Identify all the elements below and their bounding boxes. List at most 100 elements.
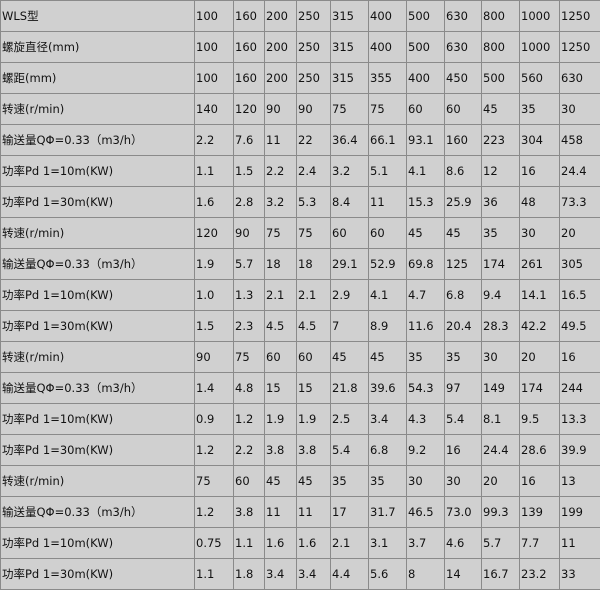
table-cell: 244	[559, 372, 600, 404]
table-cell: 3.1	[368, 527, 407, 559]
table-row: 输送量QΦ=0.33（m3/h） 1.2 3.8 11 11 17 31.7 46.5 73.0…	[0, 496, 600, 528]
table-cell: 11	[264, 496, 297, 528]
table-cell: 1.9	[194, 248, 234, 280]
table-cell: 1.8	[233, 558, 265, 590]
table-cell: 355	[368, 62, 407, 94]
table-cell: 7.7	[519, 527, 560, 559]
table-cell: 45	[406, 217, 445, 249]
table-cell: 1.2	[194, 496, 234, 528]
table-cell: 21.8	[330, 372, 369, 404]
table-cell: 1250	[559, 0, 600, 32]
table-cell: 1.5	[194, 310, 234, 342]
table-cell: 2.1	[296, 279, 331, 311]
table-row: 转速(r/min) 75 60 45 45 35 35 30 30 20 16 13	[0, 465, 600, 497]
table-cell: 24.4	[559, 155, 600, 187]
table-cell: 60	[330, 217, 369, 249]
table-cell: 5.7	[481, 527, 520, 559]
table-cell: 16	[519, 465, 560, 497]
table-cell: 8.9	[368, 310, 407, 342]
table-cell: 75	[264, 217, 297, 249]
table-cell: 139	[519, 496, 560, 528]
table-cell: 4.7	[406, 279, 445, 311]
table-cell: 46.5	[406, 496, 445, 528]
table-cell: 16	[559, 341, 600, 373]
table-cell: 45	[264, 465, 297, 497]
table-cell: 35	[368, 465, 407, 497]
table-cell: 500	[406, 31, 445, 63]
table-cell: 11	[559, 527, 600, 559]
table-cell: 1.1	[194, 558, 234, 590]
row-label: 转速(r/min)	[0, 465, 195, 497]
table-cell: 75	[296, 217, 331, 249]
table-cell: 60	[444, 93, 482, 125]
table-cell: 160	[444, 124, 482, 156]
table-cell: 560	[519, 62, 560, 94]
table-cell: 35	[406, 341, 445, 373]
table-cell: 39.6	[368, 372, 407, 404]
table-cell: 458	[559, 124, 600, 156]
table-cell: 223	[481, 124, 520, 156]
table-cell: 20	[519, 341, 560, 373]
table-cell: 500	[406, 0, 445, 32]
table-cell: 20	[481, 465, 520, 497]
row-label: 输送量QΦ=0.33（m3/h）	[0, 124, 195, 156]
table-cell: 16	[444, 434, 482, 466]
table-row: 功率Pd 1=10m(KW) 1.1 1.5 2.2 2.4 3.2 5.1 4.1 8.6 12…	[0, 155, 600, 187]
table-cell: 11	[264, 124, 297, 156]
table-cell: 15.3	[406, 186, 445, 218]
table-cell: 20	[559, 217, 600, 249]
table-cell: 35	[519, 93, 560, 125]
table-cell: 174	[519, 372, 560, 404]
table-cell: 30	[481, 341, 520, 373]
table-cell: 15	[296, 372, 331, 404]
table-cell: 75	[368, 93, 407, 125]
table-cell: 13.3	[559, 403, 600, 435]
table-cell: 1.9	[296, 403, 331, 435]
table-cell: 2.2	[194, 124, 234, 156]
table-cell: 630	[559, 62, 600, 94]
table-cell: 4.4	[330, 558, 369, 590]
row-label: 功率Pd 1=10m(KW)	[0, 527, 195, 559]
table-cell: 315	[330, 62, 369, 94]
table-cell: 90	[194, 341, 234, 373]
table-cell: 149	[481, 372, 520, 404]
table-cell: 1000	[519, 31, 560, 63]
table-cell: 100	[194, 0, 234, 32]
table-cell: 60	[233, 465, 265, 497]
table-cell: 4.5	[264, 310, 297, 342]
table-cell: 73.3	[559, 186, 600, 218]
table-cell: 9.4	[481, 279, 520, 311]
table-cell: 400	[368, 0, 407, 32]
row-label: 螺距(mm)	[0, 62, 195, 94]
table-cell: 35	[444, 341, 482, 373]
table-cell: 7.6	[233, 124, 265, 156]
row-label: 功率Pd 1=10m(KW)	[0, 403, 195, 435]
table-cell: 35	[330, 465, 369, 497]
table-cell: 1.6	[264, 527, 297, 559]
table-cell: 2.1	[264, 279, 297, 311]
table-cell: 9.2	[406, 434, 445, 466]
table-cell: 199	[559, 496, 600, 528]
table-cell: 4.8	[233, 372, 265, 404]
table-row: 功率Pd 1=30m(KW) 1.1 1.8 3.4 3.4 4.4 5.6 8 14 16.7 2…	[0, 558, 600, 590]
table-cell: 35	[481, 217, 520, 249]
table-cell: 100	[194, 62, 234, 94]
table-cell: 400	[368, 31, 407, 63]
row-label: 转速(r/min)	[0, 217, 195, 249]
table-cell: 3.8	[233, 496, 265, 528]
table-cell: 20.4	[444, 310, 482, 342]
table-row: 功率Pd 1=10m(KW) 0.9 1.2 1.9 1.9 2.5 3.4 4.3 5.4 8.…	[0, 403, 600, 435]
row-label: 功率Pd 1=30m(KW)	[0, 558, 195, 590]
table-cell: 200	[264, 0, 297, 32]
table-cell: 90	[233, 217, 265, 249]
table-cell: 125	[444, 248, 482, 280]
row-label: 功率Pd 1=30m(KW)	[0, 434, 195, 466]
table-cell: 69.8	[406, 248, 445, 280]
table-cell: 36.4	[330, 124, 369, 156]
table-cell: 1.1	[233, 527, 265, 559]
table-cell: 500	[481, 62, 520, 94]
table-cell: 49.5	[559, 310, 600, 342]
table-cell: 22	[296, 124, 331, 156]
table-cell: 0.75	[194, 527, 234, 559]
